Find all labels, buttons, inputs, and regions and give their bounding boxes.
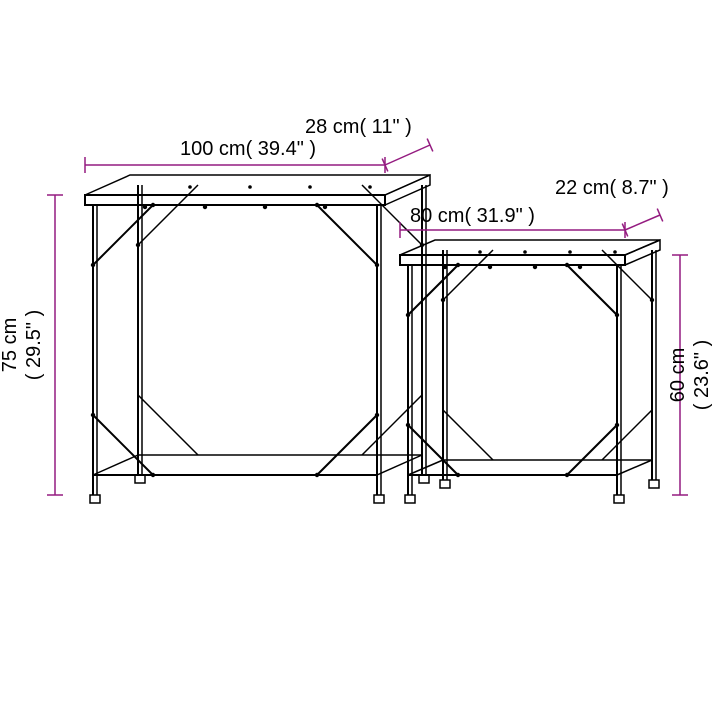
svg-text:60 cm: 60 cm <box>667 348 689 402</box>
svg-text:( 23.6" ): ( 23.6" ) <box>691 340 713 410</box>
svg-text:75 cm: 75 cm <box>0 318 21 372</box>
dim-label: 80 cm( 31.9" ) <box>410 205 535 227</box>
dim-label: 100 cm( 39.4" ) <box>180 138 316 160</box>
svg-text:28 cm( 11" ): 28 cm( 11" ) <box>305 116 412 138</box>
svg-text:( 29.5" ): ( 29.5" ) <box>23 310 45 380</box>
svg-text:22 cm( 8.7" ): 22 cm( 8.7" ) <box>555 177 669 199</box>
